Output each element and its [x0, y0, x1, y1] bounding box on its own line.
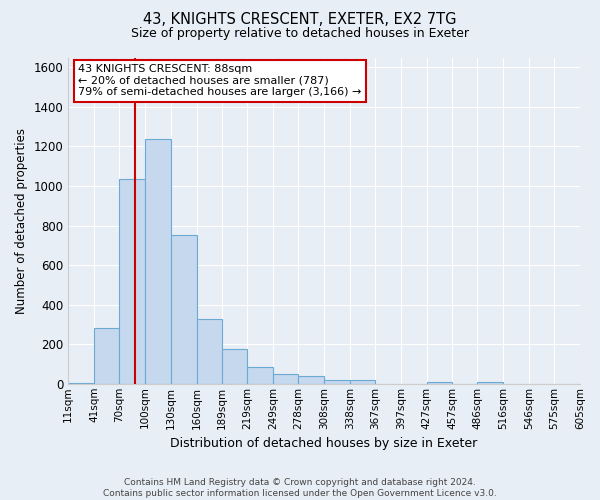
- Bar: [197, 318, 221, 384]
- Bar: [478, 382, 503, 384]
- Bar: [298, 376, 324, 384]
- Bar: [247, 367, 273, 384]
- Bar: [324, 380, 350, 384]
- Text: Size of property relative to detached houses in Exeter: Size of property relative to detached ho…: [131, 28, 469, 40]
- Text: 43, KNIGHTS CRESCENT, EXETER, EX2 7TG: 43, KNIGHTS CRESCENT, EXETER, EX2 7TG: [143, 12, 457, 28]
- Bar: [273, 374, 298, 384]
- Bar: [350, 380, 375, 384]
- X-axis label: Distribution of detached houses by size in Exeter: Distribution of detached houses by size …: [170, 437, 478, 450]
- Text: Contains HM Land Registry data © Crown copyright and database right 2024.
Contai: Contains HM Land Registry data © Crown c…: [103, 478, 497, 498]
- Bar: [221, 349, 247, 384]
- Bar: [94, 328, 119, 384]
- Y-axis label: Number of detached properties: Number of detached properties: [15, 128, 28, 314]
- Bar: [145, 138, 171, 384]
- Bar: [119, 179, 145, 384]
- Bar: [427, 382, 452, 384]
- Bar: [68, 383, 94, 384]
- Text: 43 KNIGHTS CRESCENT: 88sqm
← 20% of detached houses are smaller (787)
79% of sem: 43 KNIGHTS CRESCENT: 88sqm ← 20% of deta…: [79, 64, 362, 97]
- Bar: [171, 236, 197, 384]
